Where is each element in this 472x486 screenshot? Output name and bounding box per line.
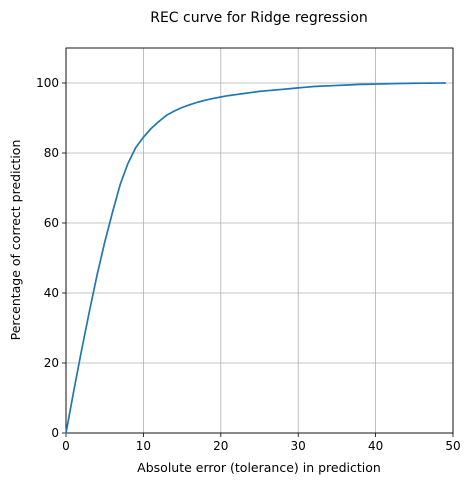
chart-title: REC curve for Ridge regression [150,10,368,26]
y-axis-label: Percentage of correct prediction [8,140,23,341]
x-tick-label: 0 [62,439,70,453]
y-tick-label: 60 [44,216,59,230]
x-axis-label: Absolute error (tolerance) in prediction [137,460,381,475]
series-line [65,82,447,434]
y-tick-label: 100 [36,76,59,90]
x-tick-label: 20 [213,439,228,453]
y-tick-label: 40 [44,286,59,300]
y-tick-label: 80 [44,146,59,160]
y-tick-label: 0 [51,426,59,440]
x-tick-label: 30 [291,439,306,453]
y-axis-ticks: 0 20 40 60 80 100 [36,76,66,440]
x-tick-label: 40 [368,439,383,453]
x-axis-ticks: 0 10 20 30 40 50 [62,433,461,453]
x-tick-label: 10 [136,439,151,453]
grid-lines [65,48,454,434]
series-group [65,82,447,434]
x-tick-label: 50 [445,439,460,453]
y-tick-label: 20 [44,356,59,370]
plot-area-frame [65,47,454,434]
